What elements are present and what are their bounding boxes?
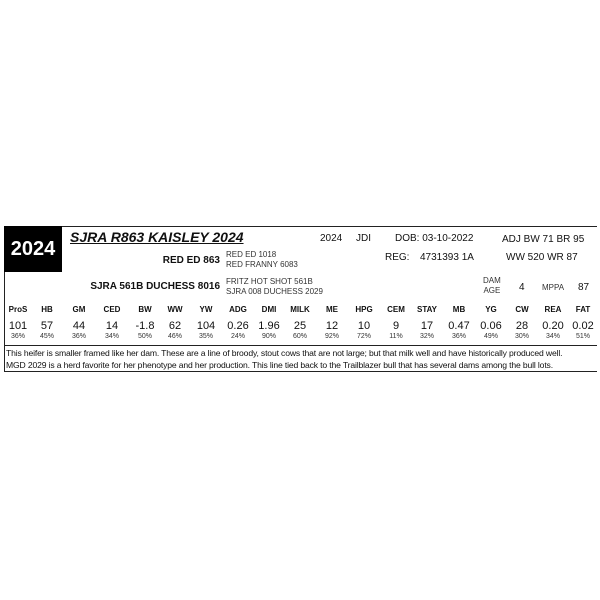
epd-header: GM bbox=[72, 305, 86, 314]
epd-accuracy: 49% bbox=[483, 333, 499, 340]
epd-accuracy: 36% bbox=[71, 333, 87, 340]
epd-value: 0.47 bbox=[448, 320, 470, 332]
epd-value: 57 bbox=[40, 320, 54, 332]
note-line: MGD 2029 is a herd favorite for her phen… bbox=[6, 359, 553, 370]
epd-value: 17 bbox=[420, 320, 434, 332]
reg-label: REG: bbox=[385, 252, 410, 263]
dam-age-label-2: AGE bbox=[483, 286, 501, 295]
epd-accuracy: 36% bbox=[451, 333, 467, 340]
epd-header: BW bbox=[138, 305, 152, 314]
epd-header: HPG bbox=[355, 305, 373, 314]
epd-accuracy: 35% bbox=[198, 333, 214, 340]
lot-card bbox=[4, 226, 597, 372]
epd-accuracy: 30% bbox=[514, 333, 530, 340]
epd-header: ME bbox=[326, 305, 338, 314]
dam-dam: SJRA 008 DUCHESS 2029 bbox=[226, 287, 323, 296]
epd-accuracy: 34% bbox=[104, 333, 120, 340]
epd-accuracy: 32% bbox=[419, 333, 435, 340]
epd-header: DMI bbox=[261, 305, 277, 314]
mppa-label: MPPA bbox=[542, 283, 565, 292]
epd-header: YG bbox=[485, 305, 497, 314]
epd-header: CW bbox=[515, 305, 529, 314]
epd-header: HB bbox=[41, 305, 53, 314]
epd-accuracy: 46% bbox=[167, 333, 183, 340]
owner: JDI bbox=[356, 233, 371, 244]
birth-year: 2024 bbox=[320, 233, 343, 244]
epd-value: 104 bbox=[196, 320, 216, 332]
epd-accuracy: 24% bbox=[230, 333, 246, 340]
epd-accuracy: 90% bbox=[261, 333, 277, 340]
epd-header: MB bbox=[452, 305, 466, 314]
epd-value: -1.8 bbox=[135, 320, 155, 332]
epd-header: CEM bbox=[387, 305, 405, 314]
epd-value: 14 bbox=[105, 320, 119, 332]
epd-value: 9 bbox=[392, 320, 400, 332]
epd-value: 101 bbox=[8, 320, 28, 332]
epd-header: YW bbox=[199, 305, 213, 314]
dam-age-label-1: DAM bbox=[483, 276, 501, 285]
dam-age: 4 bbox=[519, 282, 525, 293]
epd-header: REA bbox=[544, 305, 562, 314]
dam-age-label: DAM AGE bbox=[483, 276, 501, 296]
epd-header: STAY bbox=[416, 305, 438, 314]
epd-accuracy: 11% bbox=[389, 333, 403, 340]
lot-number: 2024 bbox=[4, 226, 62, 272]
epd-value: 62 bbox=[168, 320, 182, 332]
animal-name: SJRA R863 KAISLEY 2024 bbox=[70, 229, 244, 245]
epd-value: 0.02 bbox=[572, 320, 594, 332]
epd-header: CED bbox=[103, 305, 121, 314]
epd-accuracy: 72% bbox=[356, 333, 372, 340]
epd-value: 28 bbox=[515, 320, 529, 332]
sire-dam: RED FRANNY 6083 bbox=[226, 260, 298, 269]
epd-header: ProS bbox=[8, 305, 28, 314]
epd-accuracy: 36% bbox=[10, 333, 26, 340]
epd-accuracy: 60% bbox=[292, 333, 308, 340]
notes: This heifer is smaller framed like her d… bbox=[6, 348, 594, 371]
epd-value: 1.96 bbox=[258, 320, 280, 332]
epd-accuracy: 34% bbox=[545, 333, 561, 340]
epd-accuracy: 45% bbox=[39, 333, 55, 340]
epd-value: 44 bbox=[72, 320, 86, 332]
dam-sire: FRITZ HOT SHOT 561B bbox=[226, 277, 313, 286]
epd-accuracy: 51% bbox=[575, 333, 591, 340]
sire: RED ED 863 bbox=[162, 255, 220, 266]
note-line: This heifer is smaller framed like her d… bbox=[6, 348, 563, 358]
epd-value: 12 bbox=[325, 320, 339, 332]
dam: SJRA 561B DUCHESS 8016 bbox=[90, 281, 220, 292]
divider bbox=[4, 345, 597, 346]
epd-value: 25 bbox=[293, 320, 307, 332]
adj-ww: WW 520 WR 87 bbox=[506, 252, 578, 263]
epd-header: ADG bbox=[229, 305, 247, 314]
mppa: 87 bbox=[578, 282, 590, 293]
epd-header: MILK bbox=[290, 305, 310, 314]
reg-number: 4731393 1A bbox=[420, 252, 474, 263]
epd-accuracy: 50% bbox=[137, 333, 153, 340]
dob: DOB: 03-10-2022 bbox=[395, 233, 474, 244]
epd-value: 0.26 bbox=[227, 320, 249, 332]
epd-header: FAT bbox=[575, 305, 591, 314]
sire-sire: RED ED 1018 bbox=[226, 250, 277, 259]
epd-accuracy: 92% bbox=[324, 333, 340, 340]
epd-value: 0.06 bbox=[480, 320, 502, 332]
epd-value: 10 bbox=[357, 320, 371, 332]
adj-bw: ADJ BW 71 BR 95 bbox=[502, 234, 585, 245]
epd-header: WW bbox=[167, 305, 183, 314]
epd-value: 0.20 bbox=[542, 320, 564, 332]
